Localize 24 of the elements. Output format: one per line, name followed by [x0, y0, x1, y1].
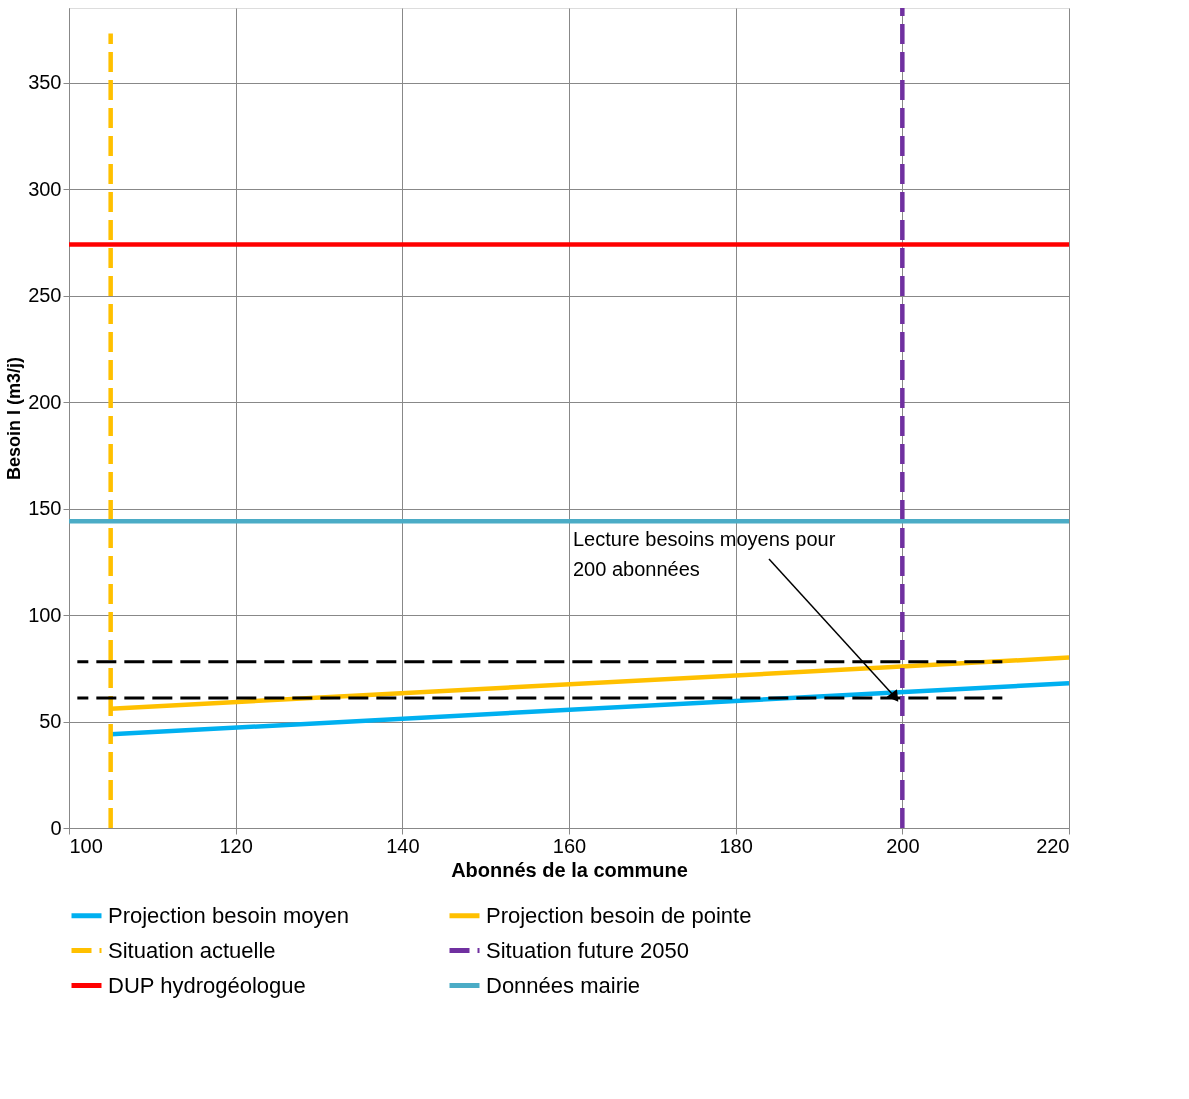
- x-tick-label: 140: [386, 834, 420, 857]
- legend-label: Projection besoin de pointe: [486, 902, 752, 928]
- legend-label: DUP hydrogéologue: [108, 972, 306, 998]
- legend-label: Situation future 2050: [486, 937, 690, 963]
- y-tick-label: 150: [28, 497, 62, 520]
- y-tick-label: 50: [39, 710, 62, 733]
- x-tick-label: 160: [552, 834, 587, 857]
- y-tick-label: 350: [28, 71, 62, 94]
- y-tick-label: 250: [28, 284, 62, 307]
- y-tick-label: 100: [28, 603, 62, 626]
- y-tick-label: 0: [50, 816, 62, 839]
- annotation: Lecture besoins moyens pour 200 abonnées: [573, 527, 836, 580]
- x-tick-label: 100: [69, 834, 103, 857]
- x-axis-title: Abonnés de la commune: [451, 858, 688, 881]
- legend-label: Situation actuelle: [108, 937, 276, 963]
- y-axis-title: Besoin I (m3/j): [4, 356, 25, 481]
- x-tick-label: 120: [219, 834, 253, 857]
- x-tick-label: 220: [1036, 834, 1070, 857]
- y-tick-label: 200: [28, 390, 62, 413]
- x-tick-label: 200: [886, 834, 920, 857]
- legend-label: Données mairie: [486, 972, 641, 998]
- x-tick-label: 180: [719, 834, 753, 857]
- y-tick-label: 300: [28, 177, 62, 200]
- legend-label: Projection besoin moyen: [108, 902, 349, 928]
